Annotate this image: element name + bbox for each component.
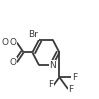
Text: Br: Br xyxy=(29,30,38,39)
Text: O: O xyxy=(1,38,8,47)
Text: N: N xyxy=(49,61,56,70)
Text: F: F xyxy=(48,80,53,89)
Text: O: O xyxy=(10,58,17,67)
Text: O: O xyxy=(10,38,17,47)
Text: F: F xyxy=(68,85,73,94)
Text: F: F xyxy=(72,73,77,82)
